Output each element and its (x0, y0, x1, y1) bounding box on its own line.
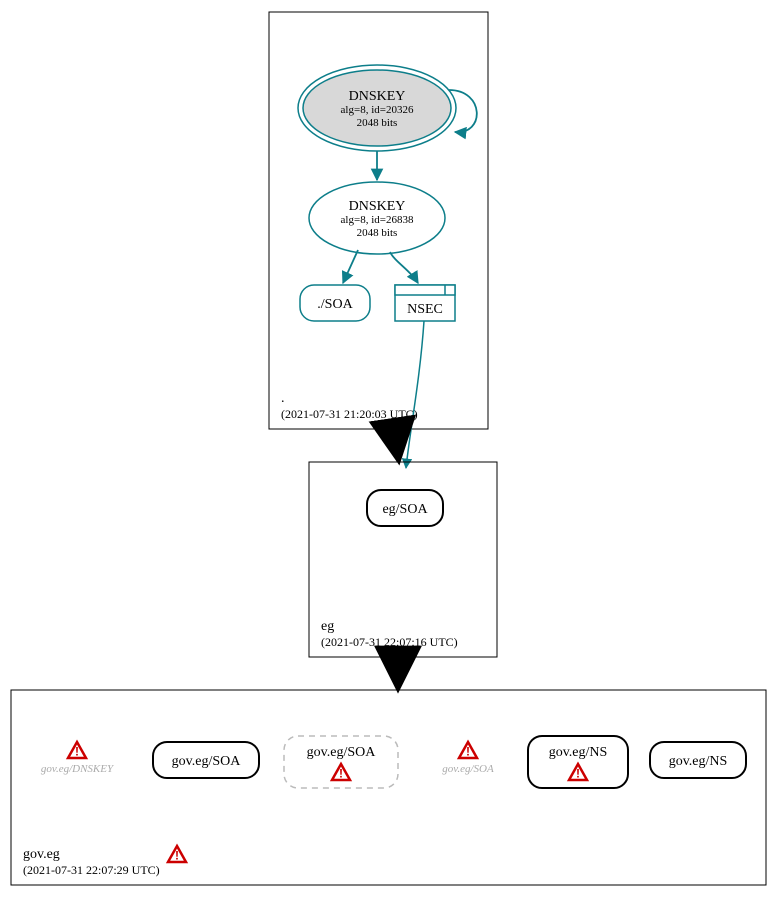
dnskey1-line3: 2048 bits (357, 117, 398, 129)
goveg-ns2-label: gov.eg/NS (669, 754, 728, 769)
edge-nsec-eg (406, 321, 424, 468)
goveg-soa2-label: gov.eg/SOA (307, 745, 377, 760)
edge-dnskey2-soa (343, 250, 358, 283)
zone-goveg-label: gov.eg (23, 847, 60, 862)
svg-text:!: ! (576, 767, 580, 781)
edge-dnskey2-nsec (390, 252, 418, 283)
zone-eg-timestamp: (2021-07-31 22:07:16 UTC) (321, 635, 458, 649)
goveg-ns1-label: gov.eg/NS (549, 745, 608, 760)
goveg-soa2-node: gov.eg/SOA ! (284, 736, 398, 788)
svg-text:!: ! (75, 745, 79, 759)
nsec-node: NSEC (395, 285, 455, 321)
edge-root-eg (394, 429, 398, 456)
dnskey2-line3: 2048 bits (357, 227, 398, 239)
zone-root-timestamp: (2021-07-31 21:20:03 UTC) (281, 407, 418, 421)
goveg-soa3-label: gov.eg/SOA (442, 763, 494, 775)
dnskey2-line2: alg=8, id=26838 (341, 214, 414, 226)
goveg-dnskey-node: ! gov.eg/DNSKEY (41, 742, 115, 775)
goveg-soa1-node: gov.eg/SOA (153, 742, 259, 778)
dnskey1-title: DNSKEY (349, 89, 406, 104)
zone-eg-label: eg (321, 619, 334, 634)
nsec-label: NSEC (407, 302, 443, 317)
goveg-soa3-node: ! gov.eg/SOA (442, 742, 494, 775)
dnskey-node-2: DNSKEY alg=8, id=26838 2048 bits (309, 182, 445, 254)
goveg-ns1-node: gov.eg/NS ! (528, 736, 628, 788)
goveg-soa1-label: gov.eg/SOA (172, 754, 242, 769)
dnskey1-line2: alg=8, id=20326 (341, 104, 414, 116)
zone-goveg-box (11, 690, 766, 885)
svg-text:!: ! (175, 849, 179, 863)
soa-root-node: ./SOA (300, 285, 370, 321)
goveg-dnskey-label: gov.eg/DNSKEY (41, 763, 115, 775)
goveg-bottom-warn-icon: ! (168, 846, 186, 863)
svg-text:!: ! (466, 745, 470, 759)
soa-root-label: ./SOA (317, 297, 353, 312)
eg-soa-label: eg/SOA (382, 502, 428, 517)
zone-goveg-timestamp: (2021-07-31 22:07:29 UTC) (23, 863, 160, 877)
eg-soa-node: eg/SOA (367, 490, 443, 526)
svg-text:!: ! (339, 767, 343, 781)
goveg-ns2-node: gov.eg/NS (650, 742, 746, 778)
zone-root-label: . (281, 391, 285, 406)
dnskey-node-1: DNSKEY alg=8, id=20326 2048 bits (298, 65, 456, 151)
dnskey2-title: DNSKEY (349, 199, 406, 214)
